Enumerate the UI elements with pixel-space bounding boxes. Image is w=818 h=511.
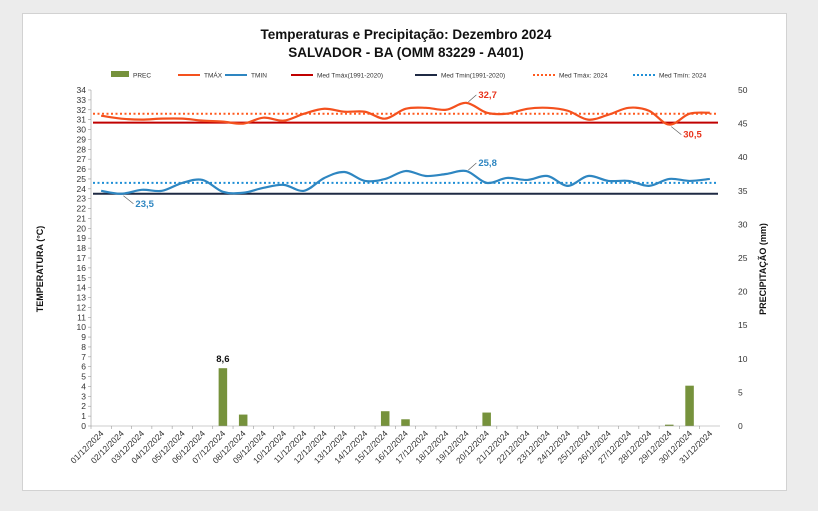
y-tick-label: 27 xyxy=(77,154,87,164)
y-tick-label: 28 xyxy=(77,144,87,154)
tmax-line xyxy=(100,101,710,126)
y-axis-right-ticks: 0 5 10 15 20 25 30 35 40 45 50 xyxy=(738,85,748,431)
legend-swatch xyxy=(111,71,129,77)
annotation-leader xyxy=(468,162,477,171)
y-tick-label: 12 xyxy=(77,302,87,312)
precipitation-bar xyxy=(685,385,694,426)
y-tick-label: 21 xyxy=(77,213,87,223)
legend-label: Med Tmín: 2024 xyxy=(659,73,707,80)
chart-subtitle: SALVADOR - BA (OMM 83229 - A401) xyxy=(288,45,524,60)
legend-label: Med Tmin(1991-2020) xyxy=(441,73,505,80)
y-tick-label: 13 xyxy=(77,293,87,303)
legend-item: Med Tmín: 2024 xyxy=(633,73,707,80)
y-tick-label: 31 xyxy=(77,115,87,125)
y-tick-label: 6 xyxy=(81,362,86,372)
temperature-lines xyxy=(100,101,710,195)
annotation-leader xyxy=(468,94,477,103)
y-tick-label: 14 xyxy=(77,283,87,293)
legend-item: TMIN xyxy=(225,73,267,80)
precipitation-bar xyxy=(238,414,248,426)
precipitation-bar xyxy=(380,411,390,426)
legend-item: Med Tmin(1991-2020) xyxy=(415,73,505,80)
y2-tick-label: 5 xyxy=(738,387,743,397)
y2-tick-label: 15 xyxy=(738,320,748,330)
y2-tick-label: 25 xyxy=(738,253,748,263)
y2-tick-label: 20 xyxy=(738,287,748,297)
legend-label: TMIN xyxy=(251,73,267,80)
y-tick-label: 25 xyxy=(77,174,87,184)
data-label: 32,7 xyxy=(478,90,497,101)
legend-label: Med Tmáx(1991-2020) xyxy=(317,73,383,80)
y-tick-label: 34 xyxy=(77,85,87,95)
y-tick-label: 2 xyxy=(81,401,86,411)
y-axis-right-label: PRECIPITAÇÃO (mm) xyxy=(758,223,768,315)
y2-tick-label: 40 xyxy=(738,152,748,162)
precipitation-bar xyxy=(401,419,410,426)
y-tick-label: 20 xyxy=(77,223,87,233)
precipitation-bar xyxy=(482,412,491,426)
y-tick-label: 29 xyxy=(77,134,87,144)
precipitation-bar xyxy=(218,368,228,426)
y2-tick-label: 35 xyxy=(738,186,748,196)
y-tick-label: 24 xyxy=(77,184,87,194)
y-tick-label: 10 xyxy=(77,322,87,332)
data-label: 23,5 xyxy=(135,199,154,210)
y2-tick-label: 45 xyxy=(738,119,748,129)
y-axis-left-label: TEMPERATURA (°C) xyxy=(35,226,45,313)
y-tick-label: 8 xyxy=(81,342,86,352)
y-tick-label: 3 xyxy=(81,391,86,401)
y-tick-label: 23 xyxy=(77,194,87,204)
chart-panel: Temperaturas e Precipitação: Dezembro 20… xyxy=(22,13,787,491)
legend-item: PREC xyxy=(111,71,151,80)
x-axis-ticks: 01/12/202402/12/202403/12/202404/12/2024… xyxy=(68,425,720,465)
y-tick-label: 15 xyxy=(77,273,87,283)
chart-legend: PREC TMÁX TMIN Med Tmáx(1991-2020) Med Tmin(… xyxy=(111,71,707,80)
y-tick-label: 4 xyxy=(81,381,86,391)
y-tick-label: 1 xyxy=(81,411,86,421)
precipitation-bars xyxy=(218,368,694,426)
y-tick-label: 11 xyxy=(77,312,86,322)
y-tick-label: 0 xyxy=(81,421,86,431)
annotation-leader xyxy=(671,126,682,135)
y-tick-label: 19 xyxy=(77,233,87,243)
legend-label: PREC xyxy=(133,73,151,80)
y2-tick-label: 0 xyxy=(738,421,743,431)
y-tick-label: 33 xyxy=(77,95,87,105)
y-tick-label: 5 xyxy=(81,372,86,382)
y-tick-label: 9 xyxy=(81,332,86,342)
y-tick-label: 7 xyxy=(81,352,86,362)
chart-title: Temperaturas e Precipitação: Dezembro 20… xyxy=(261,27,552,42)
legend-item: TMÁX xyxy=(178,71,223,80)
legend-item: Med Tmáx(1991-2020) xyxy=(291,73,383,80)
legend-label: TMÁX xyxy=(204,71,223,80)
data-label: 8,6 xyxy=(216,354,229,365)
y-tick-label: 30 xyxy=(77,125,87,135)
y-tick-label: 32 xyxy=(77,105,87,115)
data-label: 30,5 xyxy=(683,130,702,141)
temperature-precipitation-chart: Temperaturas e Precipitação: Dezembro 20… xyxy=(35,27,768,465)
y-tick-label: 17 xyxy=(77,253,87,263)
tmin-line xyxy=(100,169,710,195)
y2-tick-label: 10 xyxy=(738,354,748,364)
legend-label: Med Tmáx: 2024 xyxy=(559,73,608,80)
y-tick-label: 16 xyxy=(77,263,87,273)
legend-item: Med Tmáx: 2024 xyxy=(533,73,608,80)
y-tick-label: 18 xyxy=(77,243,87,253)
y-tick-label: 22 xyxy=(77,204,87,214)
annotation-leader xyxy=(123,195,134,204)
y-axis-left-ticks: 0123456789101112131415161718192021222324… xyxy=(77,85,92,431)
precipitation-bar xyxy=(665,424,674,426)
y2-tick-label: 30 xyxy=(738,219,748,229)
y2-tick-label: 50 xyxy=(738,85,748,95)
data-annotations: 32,7 30,5 25,8 23,5 8,6 xyxy=(123,90,702,365)
data-label: 25,8 xyxy=(478,158,497,169)
y-tick-label: 26 xyxy=(77,164,87,174)
reference-lines xyxy=(93,112,718,195)
